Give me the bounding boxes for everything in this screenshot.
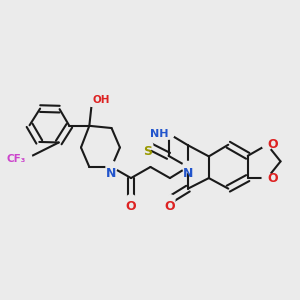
Circle shape bbox=[143, 140, 153, 150]
Text: N: N bbox=[106, 167, 117, 180]
Circle shape bbox=[163, 128, 174, 139]
Text: O: O bbox=[267, 172, 278, 184]
Text: O: O bbox=[126, 200, 136, 213]
Circle shape bbox=[262, 140, 272, 150]
Text: O: O bbox=[267, 138, 278, 151]
Text: S: S bbox=[143, 145, 152, 158]
Text: NH: NH bbox=[150, 129, 169, 139]
Circle shape bbox=[106, 161, 117, 172]
Text: OH: OH bbox=[92, 95, 110, 105]
Circle shape bbox=[182, 161, 194, 172]
Text: CF₃: CF₃ bbox=[6, 154, 26, 164]
Text: O: O bbox=[165, 200, 175, 213]
Circle shape bbox=[165, 195, 175, 205]
Circle shape bbox=[262, 173, 272, 183]
Text: N: N bbox=[183, 167, 193, 180]
Circle shape bbox=[86, 94, 98, 106]
Circle shape bbox=[18, 152, 32, 166]
Circle shape bbox=[126, 195, 136, 205]
